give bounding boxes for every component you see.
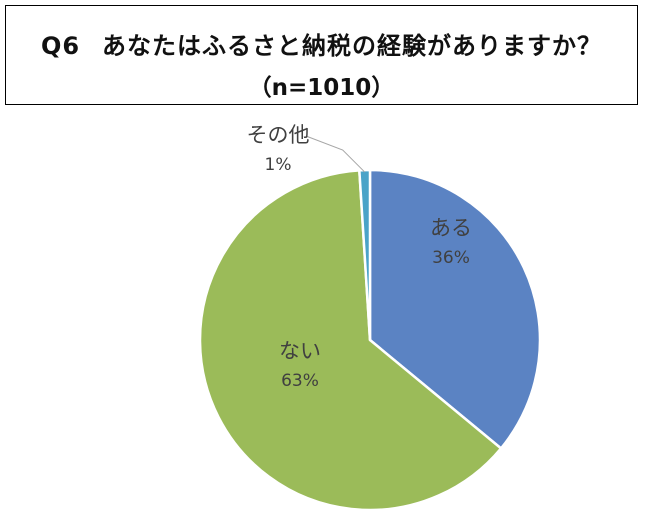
slice-label-sonota-value: 1%	[265, 155, 292, 175]
title-box: Q6 あなたはふるさと納税の経験がありますか？ （n=1010）	[5, 5, 638, 105]
pie-slices	[198, 168, 542, 512]
pie-slice	[358, 168, 372, 342]
leader-line	[305, 135, 366, 173]
slice-label-nai-value: 63%	[281, 371, 319, 391]
slice-label-nai: ない	[279, 339, 321, 363]
pie-slice	[198, 169, 503, 512]
slice-label-aru-value: 36%	[432, 248, 470, 268]
question-number: Q6	[40, 32, 81, 60]
pie-slice	[368, 168, 542, 450]
sample-size: （n=1010）	[248, 75, 395, 101]
chart-title: Q6 あなたはふるさと納税の経験がありますか？	[6, 26, 637, 61]
pie-labels: ある 36% ない 63% その他 1%	[247, 123, 473, 391]
pie-chart: ある 36% ない 63% その他 1%	[198, 123, 542, 512]
slice-label-aru: ある	[430, 216, 472, 240]
slice-label-sonota: その他	[247, 123, 310, 147]
question-text: あなたはふるさと納税の経験がありますか？	[102, 32, 603, 60]
